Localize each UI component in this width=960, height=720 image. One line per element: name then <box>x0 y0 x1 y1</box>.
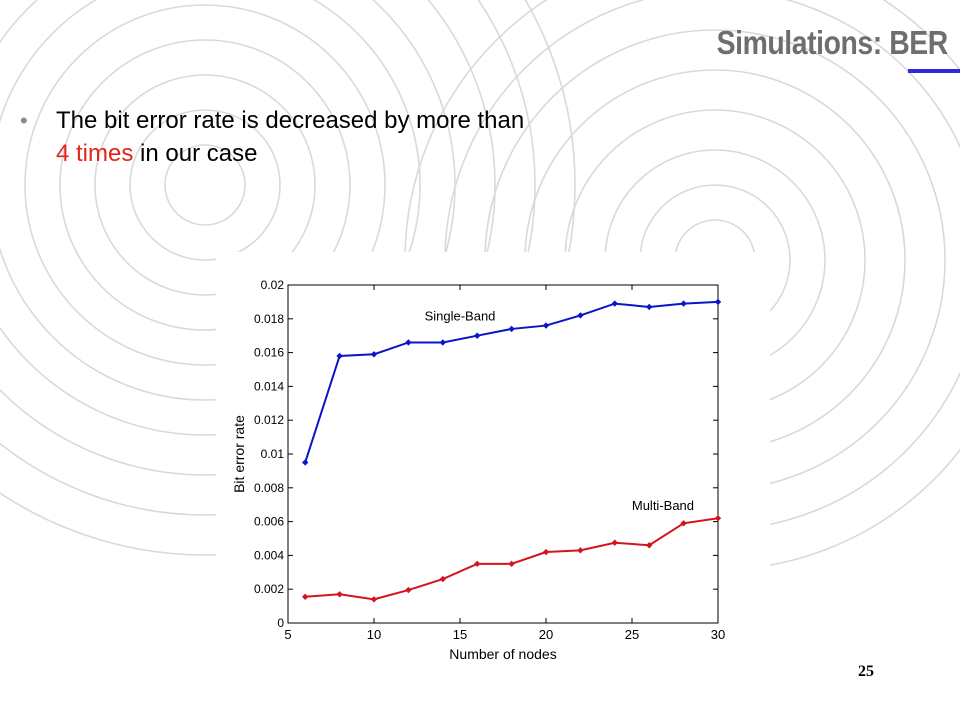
bullet-text: The bit error rate is decreased by more … <box>56 104 696 170</box>
y-tick-label: 0.002 <box>254 582 284 596</box>
multi-band-label: Multi-Band <box>632 498 694 513</box>
ber-line-chart: 5 10 15 20 25 30 0 0.002 0.004 0.006 0.008 0.01 0.01… <box>231 278 725 662</box>
x-tick-label: 10 <box>367 627 381 642</box>
background-ring <box>59 39 351 331</box>
data-point <box>302 459 309 466</box>
data-point <box>336 591 343 598</box>
background-ring <box>164 144 246 226</box>
x-tick-label: 5 <box>284 627 291 642</box>
background-ring <box>0 0 536 516</box>
background-ring <box>24 4 386 366</box>
data-point <box>680 300 687 307</box>
title-underline <box>908 70 909 71</box>
y-tick-label: 0.006 <box>254 515 284 529</box>
x-tick-label: 25 <box>625 627 639 642</box>
y-tick-label: 0.02 <box>261 278 285 292</box>
y-tick-label: 0.012 <box>254 413 284 427</box>
y-axis-label: Bit error rate <box>231 415 247 493</box>
bullet-highlight-text: 4 times <box>56 140 134 167</box>
background-ring <box>129 109 281 261</box>
y-tick-label: 0.004 <box>254 548 284 562</box>
x-tick-label: 15 <box>453 627 467 642</box>
page-number: 25 <box>858 663 874 680</box>
bullet-main-text: The bit error rate is decreased by more … <box>56 107 525 134</box>
slide-title: Simulations: BER <box>716 24 949 61</box>
data-point <box>542 322 550 329</box>
bullet-tail-text: in our case <box>133 140 258 167</box>
x-tick-label: 30 <box>711 627 725 642</box>
data-point <box>542 548 550 556</box>
title-underline-segment <box>908 69 960 73</box>
x-axis-label: Number of nodes <box>449 646 556 662</box>
background-ring <box>0 0 496 476</box>
data-point <box>474 332 481 339</box>
data-point <box>370 351 378 358</box>
y-tick-label: 0.014 <box>254 379 284 393</box>
data-point <box>714 515 722 522</box>
x-tick-label: 20 <box>539 627 553 642</box>
data-point <box>439 339 446 346</box>
bullet-icon: • <box>20 108 28 133</box>
chart-panel: 5 10 15 20 25 30 0 0.002 0.004 0.006 0.008 0.01 0.01… <box>216 252 770 669</box>
single-band-label: Single-Band <box>425 308 496 323</box>
background-ring <box>0 0 421 401</box>
data-point <box>336 352 343 360</box>
y-tick-label: 0.008 <box>254 481 284 495</box>
background-ring <box>94 74 316 296</box>
data-point <box>714 298 722 306</box>
y-tick-label: 0.01 <box>261 447 285 461</box>
plot-area <box>287 284 719 624</box>
background-ring <box>0 0 576 556</box>
data-point <box>474 560 481 568</box>
y-tick-label: 0 <box>277 616 284 630</box>
y-tick-label: 0.016 <box>254 346 284 360</box>
data-point <box>405 339 412 346</box>
y-tick-label: 0.018 <box>254 312 284 326</box>
data-point <box>577 312 584 319</box>
